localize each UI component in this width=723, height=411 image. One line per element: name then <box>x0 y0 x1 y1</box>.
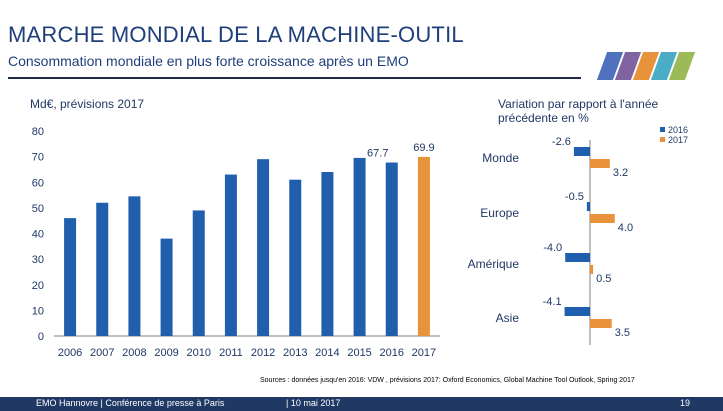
y-tick-label: 60 <box>32 177 44 189</box>
bar-2017 <box>417 156 430 336</box>
x-tick-label: 2007 <box>90 347 114 359</box>
bar-2016 <box>385 162 398 336</box>
page-title: MARCHE MONDIAL DE LA MACHINE-OUTIL <box>8 22 464 47</box>
x-tick-label: 2012 <box>251 347 275 359</box>
x-tick-label: 2006 <box>58 347 82 359</box>
title-divider <box>8 77 581 79</box>
variation-chart-title: Variation par rapport à l'année précéden… <box>498 97 659 125</box>
bar-2015 <box>353 157 366 336</box>
y-tick-label: 20 <box>32 280 44 292</box>
variation-label: -4.0 <box>543 242 562 254</box>
bar-data-label: 67.7 <box>367 148 388 160</box>
legend-swatch-2017 <box>660 137 665 142</box>
variation-bar-2017 <box>590 214 615 223</box>
variation-bar-2017 <box>590 319 612 328</box>
x-tick-label: 2011 <box>219 347 243 359</box>
variation-label: -4.1 <box>543 296 562 308</box>
variation-label: -2.6 <box>552 136 571 148</box>
y-tick-label: 40 <box>32 229 44 241</box>
variation-bar-2016 <box>573 147 590 156</box>
footer-page: 19 <box>680 398 691 408</box>
variation-label: 3.2 <box>613 167 628 179</box>
footer-date: | 10 mai 2017 <box>286 398 341 408</box>
footer-bar: EMO Hannovre | Conférence de presse à Pa… <box>0 397 723 411</box>
bar-2006 <box>64 218 77 336</box>
bar-chart-title: Md€, prévisions 2017 <box>30 97 145 111</box>
y-tick-label: 0 <box>38 331 44 343</box>
y-tick-label: 50 <box>32 203 44 215</box>
x-tick-label: 2015 <box>347 347 371 359</box>
variation-label: 3.5 <box>615 327 630 339</box>
x-tick-label: 2008 <box>122 347 146 359</box>
region-label: Europe <box>480 206 519 220</box>
bar-2007 <box>96 202 109 336</box>
x-tick-label: 2013 <box>283 347 307 359</box>
variation-bar-2017 <box>590 159 610 168</box>
bar-2009 <box>160 238 173 336</box>
bar-2014 <box>321 172 334 336</box>
variation-bar-2016 <box>565 253 590 262</box>
variation-label: 4.0 <box>618 222 633 234</box>
bar-2013 <box>289 179 302 336</box>
y-tick-label: 80 <box>32 126 44 138</box>
x-tick-label: 2010 <box>187 347 211 359</box>
variation-bar-2016 <box>586 202 590 211</box>
bar-2011 <box>224 174 237 336</box>
x-tick-label: 2016 <box>380 347 404 359</box>
region-label: Asie <box>496 311 520 325</box>
bar-2010 <box>192 210 205 336</box>
y-tick-label: 10 <box>32 305 44 317</box>
page-subtitle: Consommation mondiale en plus forte croi… <box>8 53 409 69</box>
legend-label: 2016 <box>668 125 688 135</box>
y-tick-label: 70 <box>32 152 44 164</box>
variation-bar-2017 <box>590 265 594 274</box>
bar-2008 <box>128 196 141 336</box>
bar-data-label: 69.9 <box>413 142 434 154</box>
variation-label: -0.5 <box>565 191 584 203</box>
footer-event: EMO Hannovre | Conférence de presse à Pa… <box>36 398 225 408</box>
sources-note: Sources : données jusqu'en 2016: VDW , p… <box>260 377 635 384</box>
variation-bar-2016 <box>564 307 590 316</box>
bar-2012 <box>257 159 270 336</box>
x-tick-label: 2017 <box>412 347 436 359</box>
x-tick-label: 2014 <box>315 347 339 359</box>
y-tick-label: 30 <box>32 254 44 266</box>
x-tick-label: 2009 <box>154 347 178 359</box>
legend-swatch-2016 <box>660 127 665 132</box>
region-label: Amérique <box>468 257 520 271</box>
legend-label: 2017 <box>668 135 688 145</box>
variation-label: 0.5 <box>596 273 611 285</box>
region-label: Monde <box>482 151 519 165</box>
